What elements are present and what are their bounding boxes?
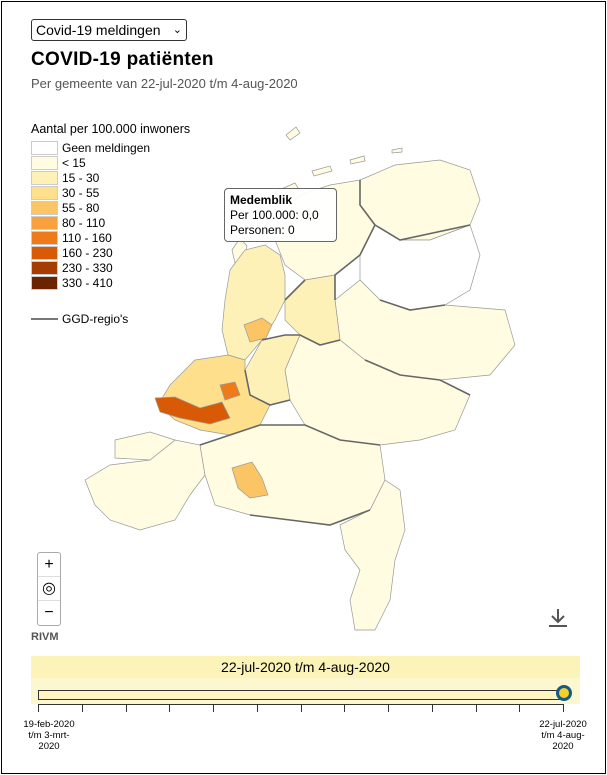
legend-swatch [31, 185, 58, 200]
timeline-tick [169, 705, 171, 712]
region-rotterdam[interactable] [154, 396, 231, 425]
timeline-end-label: 22-jul-2020 t/m 4-aug-2020 [539, 719, 587, 752]
region-amsterdam[interactable] [243, 317, 273, 343]
timeline-tick [256, 705, 258, 712]
ggd-boundary-north [334, 180, 376, 300]
legend-swatch [31, 260, 58, 275]
legend-swatch [31, 155, 58, 170]
metric-dropdown[interactable]: Covid-19 meldingen ⌄ [31, 19, 187, 41]
download-icon[interactable] [546, 607, 570, 629]
legend-swatch [31, 215, 58, 230]
zoom-control: + ◎ − [37, 552, 61, 626]
timeline-start-label: 19-feb-2020 t/m 3-mrt-2020 [23, 719, 75, 752]
legend-swatch [31, 200, 58, 215]
legend-title: Aantal per 100.000 inwoners [31, 122, 191, 136]
legend-swatch [31, 275, 58, 290]
region-limburg[interactable] [339, 479, 406, 631]
ggd-boundary-east [364, 224, 471, 396]
timeline-tick [475, 705, 477, 712]
island-rottumeroog[interactable] [391, 147, 403, 154]
legend-label: 15 - 30 [62, 170, 100, 185]
legend-label: 160 - 230 [62, 245, 113, 260]
legend-item: 80 - 110 [31, 215, 190, 230]
legend-label: 230 - 330 [62, 260, 113, 275]
ggd-boundary-south [199, 424, 381, 526]
ggd-legend: GGD-regio's [31, 312, 128, 326]
legend-item: 110 - 160 [31, 230, 190, 245]
legend-item: 55 - 80 [31, 200, 190, 215]
region-tilburg[interactable] [231, 461, 269, 499]
timeline-tick [213, 705, 214, 712]
target-icon[interactable]: ◎ [38, 577, 60, 601]
timeline-track[interactable] [38, 690, 564, 700]
legend-item: Geen meldingen [31, 140, 190, 155]
legend-label: 55 - 80 [62, 200, 100, 215]
ggd-line-swatch [31, 318, 58, 320]
region-zeeland-north[interactable] [114, 431, 176, 461]
legend-item: 160 - 230 [31, 245, 190, 260]
tooltip-municipality: Medemblik [230, 193, 293, 207]
legend-swatch [31, 245, 58, 260]
island-schiermonnikoog[interactable] [349, 155, 366, 165]
legend-swatch [31, 170, 58, 185]
zoom-out-button[interactable]: − [44, 604, 54, 621]
timeline-axis [38, 704, 564, 714]
timeline-tick [125, 705, 127, 712]
legend-swatch [31, 230, 58, 245]
timeline-handle[interactable] [556, 685, 572, 701]
island-ameland[interactable] [311, 165, 333, 177]
legend-item: 230 - 330 [31, 260, 190, 275]
legend-label: Geen meldingen [62, 140, 151, 155]
source-label: RIVM [31, 631, 59, 643]
legend-label: 110 - 160 [62, 230, 112, 245]
legend-label: 80 - 110 [62, 215, 106, 230]
timeline-tick [300, 705, 302, 712]
timeline-tick [431, 705, 433, 712]
map-tooltip: Medemblik Per 100.000: 0,0 Personen: 0 [224, 188, 337, 242]
region-zeeland[interactable] [84, 439, 206, 531]
timeline-current-period: 22-jul-2020 t/m 4-aug-2020 [31, 656, 580, 678]
timeline-tick [81, 705, 83, 712]
legend-item: 30 - 55 [31, 185, 190, 200]
ggd-boundary-west [244, 279, 341, 406]
legend-label: 330 - 410 [62, 275, 113, 290]
legend-swatch [31, 140, 58, 155]
legend-item: 330 - 410 [31, 275, 190, 290]
legend-item: 15 - 30 [31, 170, 190, 185]
timeline-tick [519, 705, 521, 712]
page-title: COVID-19 patiënten [31, 49, 214, 70]
region-den-haag[interactable] [219, 381, 241, 401]
page-subtitle: Per gemeente van 22-jul-2020 t/m 4-aug-2… [31, 76, 298, 91]
region-drenthe[interactable] [359, 224, 481, 311]
region-gelderland[interactable] [284, 334, 471, 446]
island-small[interactable] [285, 126, 301, 141]
legend-label: 30 - 55 [62, 185, 100, 200]
timeline-tick [344, 705, 346, 712]
tooltip-persons: Personen: 0 [230, 223, 295, 237]
metric-dropdown-value: Covid-19 meldingen [36, 22, 161, 38]
ggd-label: GGD-regio's [62, 312, 129, 326]
tooltip-per-100k: Per 100.000: 0,0 [230, 208, 319, 222]
timeline-tick [388, 705, 389, 712]
timeline-tick [38, 705, 39, 712]
legend-label: < 15 [62, 155, 86, 170]
legend-item: < 15 [31, 155, 190, 170]
legend: Aantal per 100.000 inwoners Geen melding… [31, 122, 190, 290]
timeline-tick [563, 705, 564, 712]
region-noord-holland[interactable] [221, 244, 286, 361]
chevron-down-icon: ⌄ [172, 24, 182, 36]
zoom-in-button[interactable]: + [38, 553, 60, 577]
